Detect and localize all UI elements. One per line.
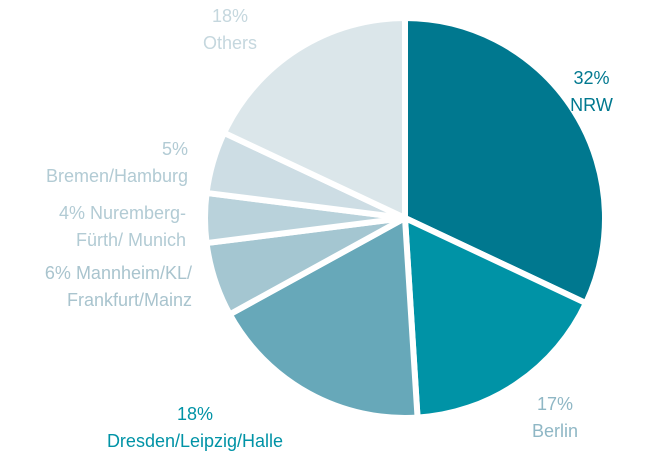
value-label: 18%: [211, 6, 249, 26]
category-label: Dresden/Leipzig/Halle: [106, 431, 284, 451]
category-label: Mannheim/KL/ Frankfurt/Mainz: [66, 263, 192, 310]
category-label: Others: [202, 33, 258, 53]
slice-label: 18% Dresden/Leipzig/Halle: [60, 401, 330, 455]
slice-label: 4% Nuremberg- Fürth/ Munich: [0, 200, 186, 254]
pie-slice: [220, 14, 408, 223]
slice-label: 32% NRW: [540, 65, 643, 119]
pie-slice: [402, 14, 608, 308]
value-label: 5%: [161, 139, 188, 159]
pie-slice: [225, 213, 421, 421]
slice-label: 18% Others: [130, 3, 330, 57]
slice-label: 6% Mannheim/KL/ Frankfurt/Mainz: [0, 260, 192, 314]
category-label: Nuremberg- Fürth/ Munich: [75, 203, 186, 250]
category-label: NRW: [570, 95, 613, 115]
category-label: Berlin: [531, 421, 579, 441]
category-label: Bremen/Hamburg: [45, 166, 188, 186]
value-label: 32%: [573, 68, 610, 88]
pie-slice: [401, 213, 590, 421]
value-label: 17%: [536, 394, 574, 414]
value-label: 6%: [44, 263, 71, 283]
slice-label: 5% Bremen/Hamburg: [0, 136, 188, 190]
value-label: 18%: [176, 404, 214, 424]
value-label: 4%: [58, 203, 85, 223]
slice-label: 17% Berlin: [505, 391, 605, 445]
